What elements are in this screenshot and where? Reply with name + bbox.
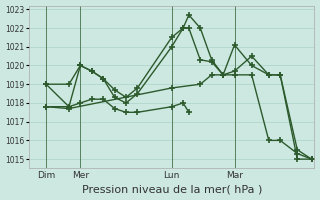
X-axis label: Pression niveau de la mer( hPa ): Pression niveau de la mer( hPa ) bbox=[82, 184, 262, 194]
